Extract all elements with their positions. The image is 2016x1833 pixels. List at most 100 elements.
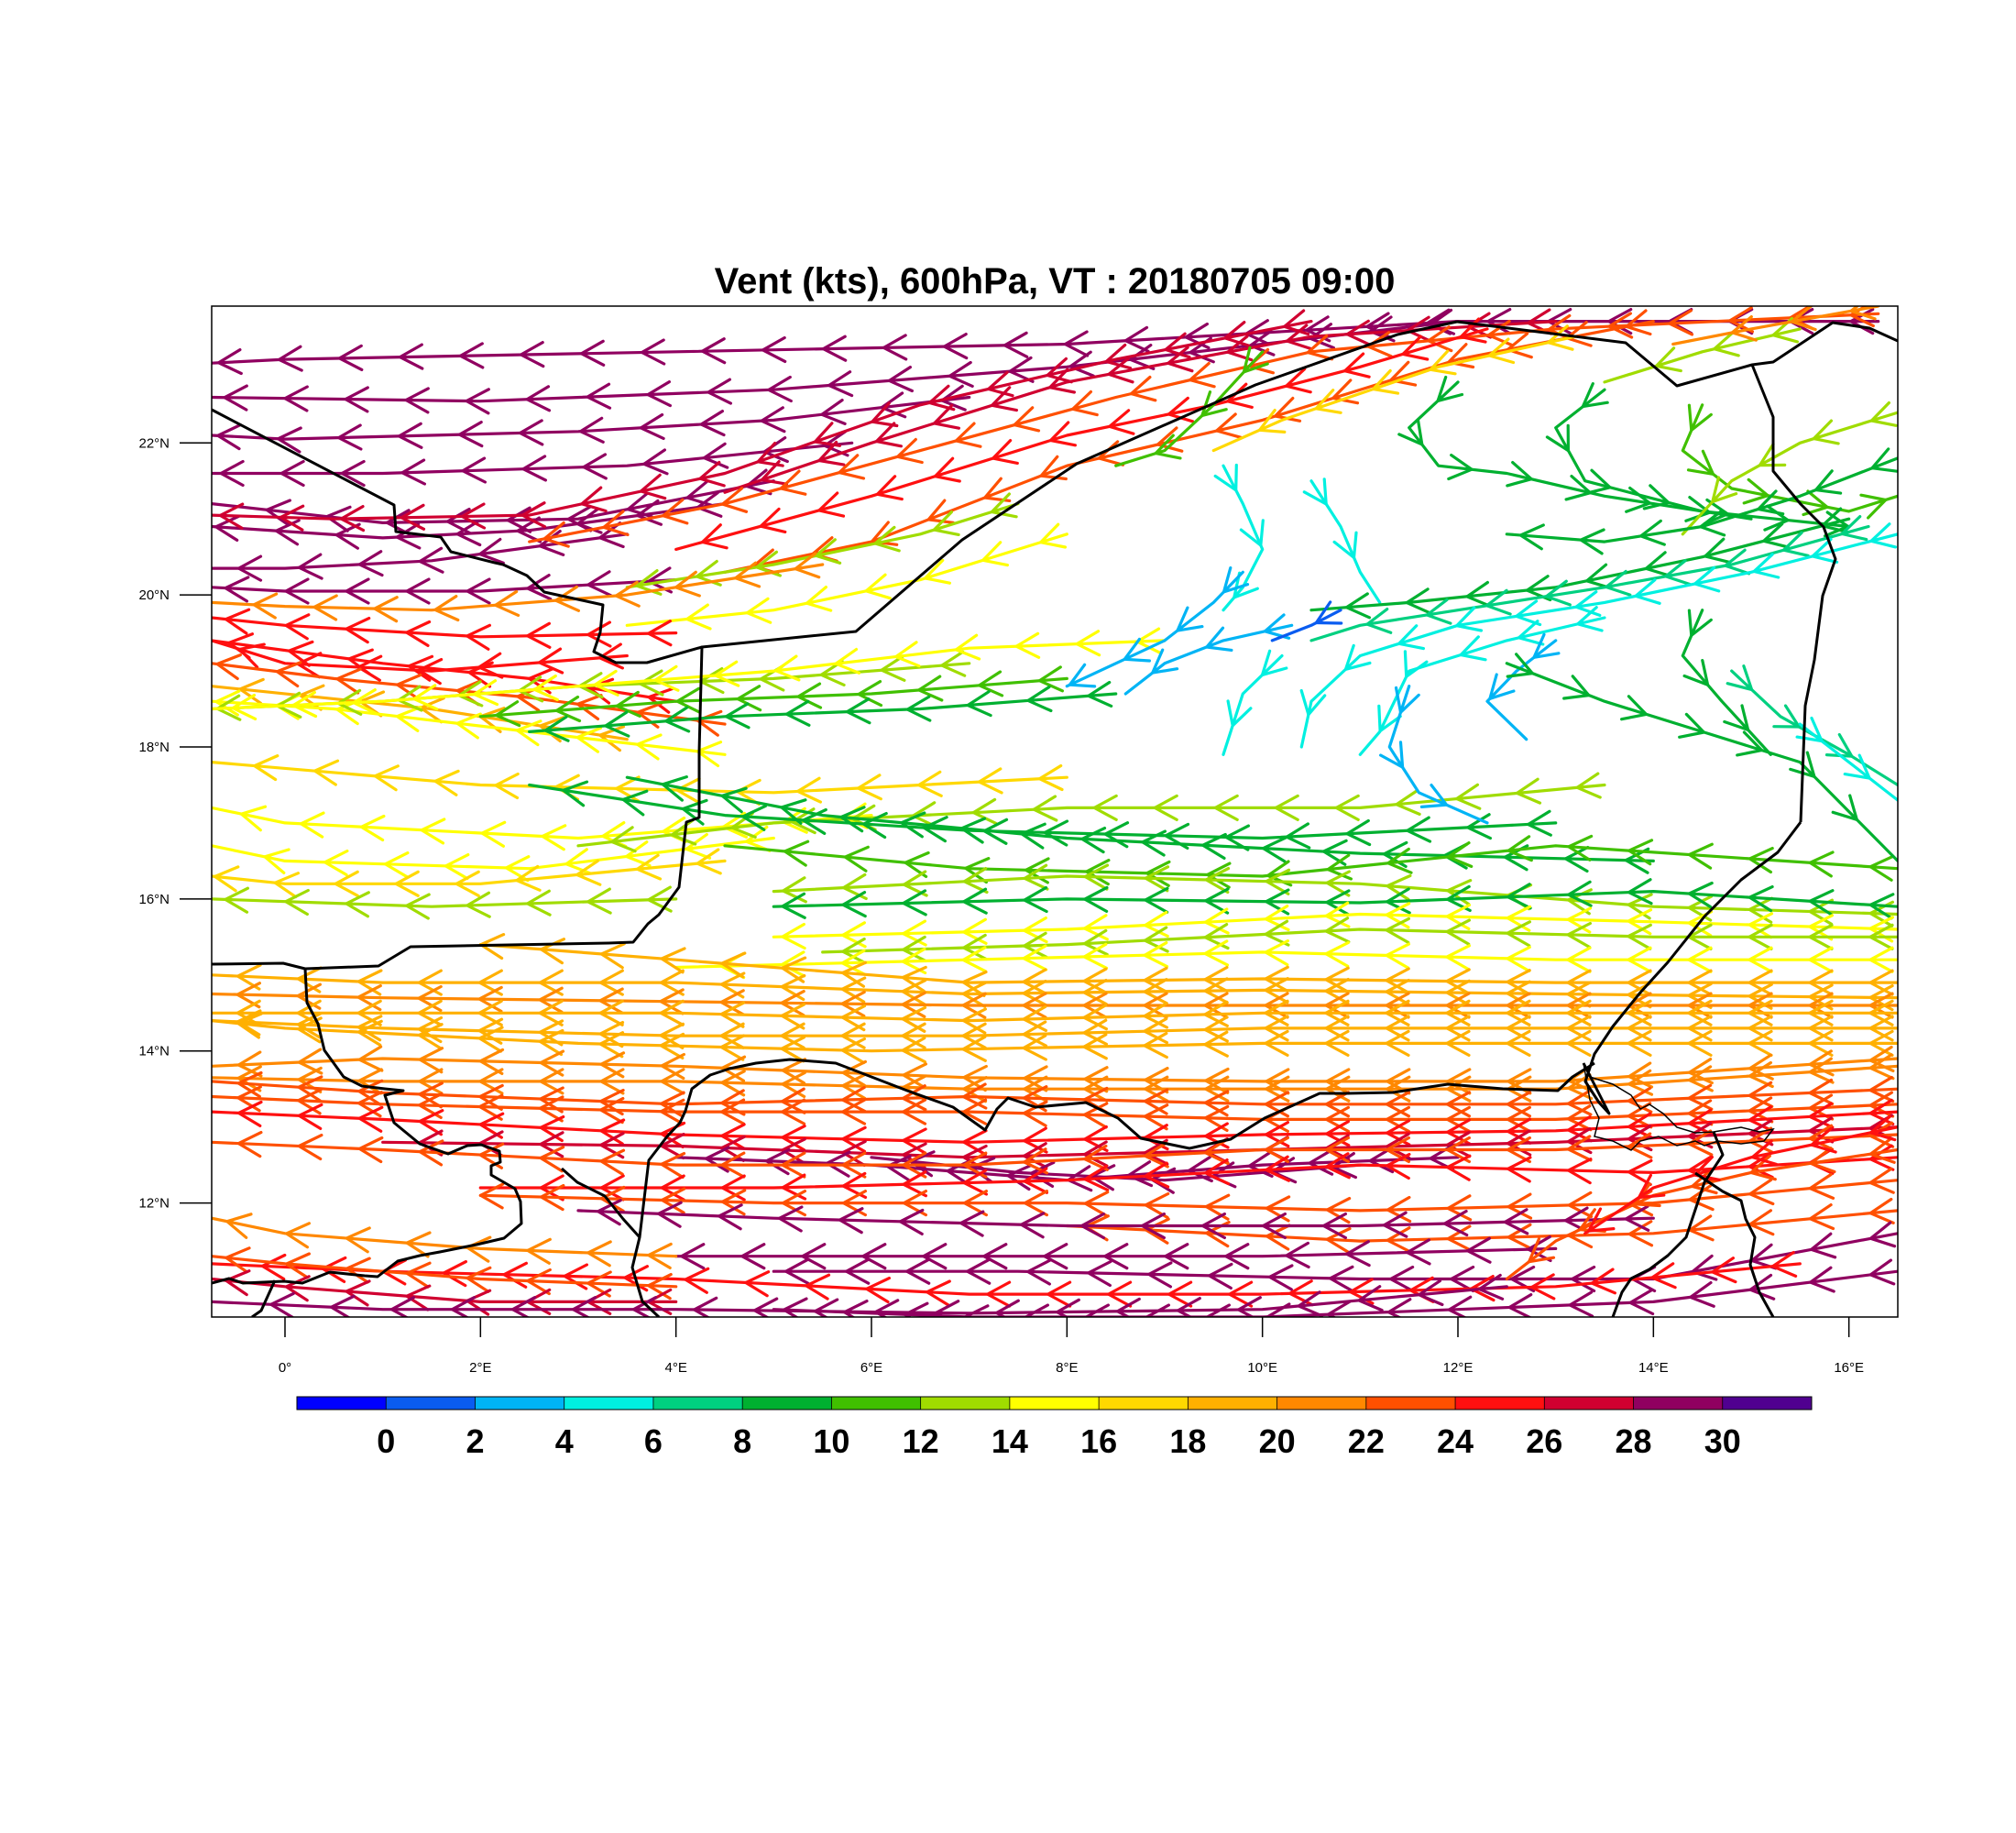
streamline-arrowhead bbox=[781, 1190, 806, 1217]
streamline-arrowhead bbox=[1103, 1243, 1129, 1270]
streamline-arrowhead bbox=[1385, 942, 1410, 970]
streamline-arrowhead bbox=[417, 1023, 444, 1050]
streamline-arrowhead bbox=[1037, 763, 1064, 792]
wind-streamline bbox=[1309, 524, 1870, 642]
lat-tick-label: 16°N bbox=[138, 892, 170, 907]
streamline-arrowhead bbox=[1687, 1129, 1714, 1157]
streamline-arrowhead bbox=[1466, 1236, 1492, 1264]
streamline-arrowhead bbox=[1264, 965, 1289, 993]
streamline-arrowhead bbox=[1748, 946, 1773, 973]
streamline-arrowhead bbox=[1023, 1190, 1048, 1217]
wind-streamline bbox=[212, 616, 678, 639]
streamline-arrowhead bbox=[1506, 980, 1531, 1007]
colorbar-swatch bbox=[1188, 1397, 1278, 1410]
streamline-arrowhead bbox=[480, 820, 507, 848]
streamline-arrowhead bbox=[961, 946, 988, 973]
streamline-arrowhead bbox=[1571, 1265, 1596, 1293]
streamline-arrowhead bbox=[1324, 1105, 1350, 1133]
streamline-arrowhead bbox=[1566, 1029, 1592, 1057]
streamline-arrowhead bbox=[539, 1068, 564, 1095]
streamline-arrowhead bbox=[1222, 566, 1250, 594]
streamline-arrowhead bbox=[297, 553, 323, 580]
streamline-arrowhead bbox=[720, 1070, 746, 1097]
streamline-arrowhead bbox=[1506, 1029, 1531, 1057]
streamline-arrowhead bbox=[526, 621, 552, 649]
wind-streamline bbox=[212, 441, 854, 476]
streamline-arrowhead bbox=[1687, 1065, 1714, 1092]
streamline-arrowhead bbox=[1265, 1224, 1291, 1251]
streamline-arrowhead bbox=[1022, 944, 1048, 971]
country-borders bbox=[212, 320, 1898, 1317]
streamline-arrowhead bbox=[780, 1098, 806, 1125]
streamline-arrowhead bbox=[1527, 1235, 1552, 1263]
streamline-arrowhead bbox=[1226, 335, 1254, 362]
streamline-arrowhead bbox=[275, 661, 302, 688]
lat-tick-label: 22°N bbox=[138, 435, 170, 451]
streamline-arrowhead bbox=[647, 1242, 673, 1269]
streamline-arrowhead bbox=[1386, 847, 1413, 874]
streamline-arrowhead bbox=[1205, 626, 1233, 652]
streamline-arrowhead bbox=[1215, 412, 1243, 439]
streamline-arrowhead bbox=[433, 769, 460, 796]
streamline-arrowhead bbox=[502, 1261, 528, 1289]
border-libya-chad bbox=[1582, 821, 1802, 1115]
streamline-arrowhead bbox=[1024, 1303, 1049, 1317]
streamline-arrowhead bbox=[214, 514, 240, 542]
border-egypt-libya bbox=[1751, 321, 1898, 367]
streamline-arrowhead bbox=[1687, 1029, 1713, 1057]
streamline-arrowhead bbox=[1575, 772, 1602, 799]
streamline-arrowhead bbox=[494, 589, 520, 617]
streamline-arrowhead bbox=[1023, 931, 1048, 959]
streamline-arrowhead bbox=[1748, 1029, 1773, 1057]
streamline-arrowhead bbox=[902, 1170, 927, 1198]
streamline-arrowhead bbox=[593, 669, 619, 697]
streamline-arrowhead bbox=[1143, 1141, 1169, 1169]
streamline-arrowhead bbox=[933, 456, 961, 483]
streamline-arrowhead bbox=[767, 375, 793, 403]
streamline-arrowhead bbox=[1445, 968, 1471, 995]
streamline-arrowhead bbox=[902, 1062, 927, 1090]
streamline-arrowhead bbox=[1757, 489, 1785, 516]
streamline-arrowhead bbox=[231, 693, 257, 720]
streamline-arrowhead bbox=[1567, 880, 1593, 907]
streamline-arrowhead bbox=[339, 505, 366, 532]
streamline-arrowhead bbox=[962, 867, 989, 895]
streamline-arrowhead bbox=[1144, 1075, 1169, 1103]
streamline-arrowhead bbox=[1204, 887, 1230, 915]
streamline-arrowhead bbox=[580, 486, 608, 513]
streamline-arrowhead bbox=[227, 632, 254, 660]
wind-streamline bbox=[1270, 609, 1342, 642]
streamline-arrowhead bbox=[992, 439, 1019, 465]
streamline-arrowhead bbox=[1868, 1221, 1897, 1248]
border-chad-cameroon bbox=[1611, 1131, 1725, 1317]
streamline-arrowhead bbox=[1447, 454, 1474, 481]
streamline-arrowhead bbox=[761, 335, 787, 363]
streamline-arrowhead bbox=[903, 1301, 929, 1317]
streamline-arrowhead bbox=[1445, 1136, 1471, 1164]
streamline-arrowhead bbox=[1566, 921, 1592, 949]
colorbar-label: 30 bbox=[1704, 1422, 1741, 1460]
border-nigeria-benin bbox=[561, 1167, 641, 1239]
streamline-arrowhead bbox=[599, 1068, 625, 1095]
streamline-arrowhead bbox=[1506, 920, 1531, 948]
wind-streamline bbox=[212, 1019, 1898, 1037]
streamline-arrowhead bbox=[1840, 515, 1868, 542]
wind-streamline bbox=[212, 320, 1460, 403]
streamline-arrowhead bbox=[1324, 916, 1351, 944]
streamline-arrowhead bbox=[966, 1257, 992, 1285]
wind-streamline bbox=[212, 1019, 1898, 1053]
streamline-arrowhead bbox=[1446, 1154, 1472, 1181]
streamline-arrowhead bbox=[1297, 1290, 1323, 1317]
streamline-arrowhead bbox=[1587, 1207, 1616, 1233]
colorbar-swatch bbox=[1099, 1397, 1189, 1410]
streamline-arrowhead bbox=[359, 814, 386, 842]
streamline-arrowhead bbox=[1324, 966, 1350, 993]
streamline-arrowhead bbox=[1507, 1223, 1533, 1250]
streamline-arrowhead bbox=[1742, 477, 1769, 505]
streamline-arrowhead bbox=[981, 541, 1009, 567]
streamline-arrowhead bbox=[1372, 368, 1400, 395]
colorbar-swatch bbox=[920, 1397, 1011, 1410]
streamline-arrowhead bbox=[1429, 308, 1456, 335]
streamline-arrowhead bbox=[1082, 942, 1109, 970]
streamline-arrowhead bbox=[599, 1174, 625, 1202]
